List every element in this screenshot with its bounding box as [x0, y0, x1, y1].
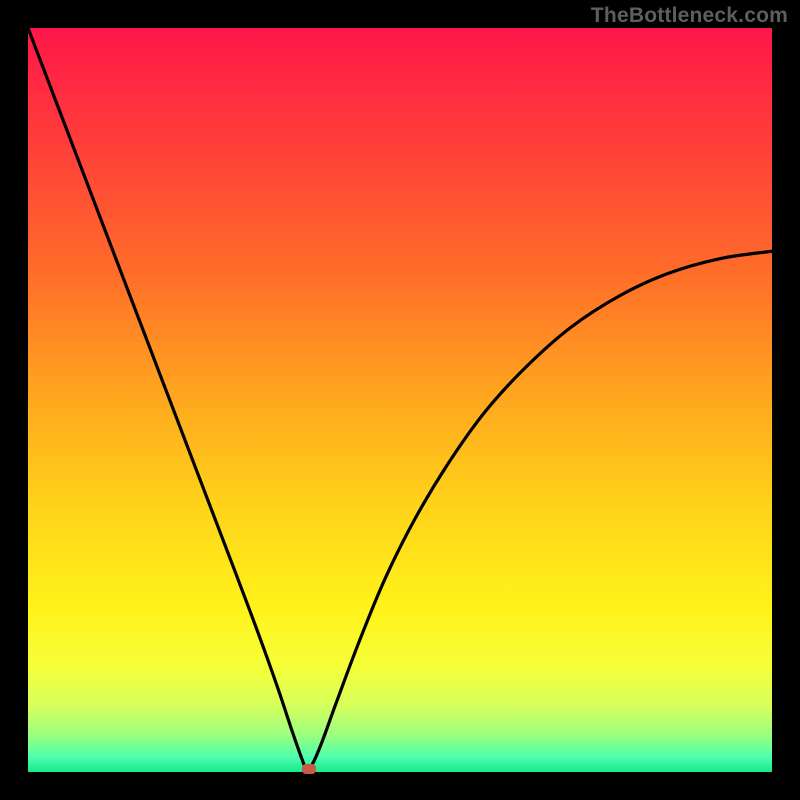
plot-area	[28, 28, 772, 772]
bottleneck-curve	[28, 28, 772, 772]
watermark-text: TheBottleneck.com	[591, 4, 788, 28]
chart-container: { "watermark": { "text": "TheBottleneck.…	[0, 0, 800, 800]
minimum-marker	[302, 764, 316, 774]
